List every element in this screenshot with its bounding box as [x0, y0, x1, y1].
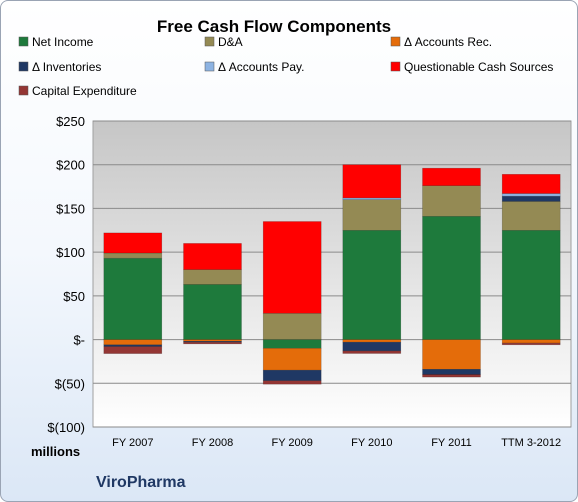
- legend-swatch: [18, 61, 29, 72]
- y-axis-ticks: $250 $200 $150 $100 $50 $- $(50) $(100): [47, 114, 85, 435]
- bar-questionable-cash-sources-ttm-3-2012: [501, 174, 561, 194]
- bar-d-a-ttm-3-2012: [501, 201, 561, 231]
- bar-inventories-fy-2010: [342, 341, 402, 352]
- bar-capital-expenditure-fy-2008: [183, 341, 242, 345]
- legend-label: Net Income: [32, 35, 94, 49]
- y-tick-label: $-: [73, 333, 85, 348]
- legend-label: Δ Inventories: [32, 60, 101, 74]
- bar-accounts-pay-ttm-3-2012: [501, 193, 561, 197]
- y-tick-label: $50: [63, 289, 85, 304]
- bar-capital-expenditure-fy-2009: [262, 380, 322, 385]
- bar-d-a-fy-2008: [183, 269, 242, 285]
- bar-net-income-fy-2010: [342, 230, 402, 340]
- legend-item-d-a: D&A: [204, 35, 243, 49]
- bar-questionable-cash-sources-fy-2008: [183, 243, 242, 270]
- x-category-label: FY 2008: [192, 437, 233, 449]
- bars: [103, 164, 561, 385]
- bar-net-income-ttm-3-2012: [501, 230, 561, 340]
- bar-capital-expenditure-fy-2010: [342, 350, 402, 354]
- bar-questionable-cash-sources-fy-2009: [262, 221, 322, 314]
- gridlines: [93, 120, 571, 428]
- bar-capital-expenditure-ttm-3-2012: [501, 342, 561, 346]
- bar-accounts-rec-fy-2010: [342, 339, 402, 343]
- x-category-label: FY 2010: [351, 437, 392, 449]
- brand-label: ViroPharma: [96, 474, 186, 491]
- y-tick-label: $200: [56, 158, 85, 173]
- legend-label: Δ Accounts Rec.: [404, 35, 492, 49]
- bar-inventories-fy-2007: [103, 344, 163, 347]
- bar-accounts-rec-fy-2009: [262, 347, 322, 371]
- legend-swatch: [204, 61, 215, 72]
- legend-swatch: [18, 85, 29, 96]
- y-tick-label: $100: [56, 245, 85, 260]
- x-category-label: FY 2007: [112, 437, 153, 449]
- legend: Net Income D&A Δ Accounts Rec. Δ Inventorie…: [18, 35, 553, 98]
- y-tick-label: $(100): [47, 420, 85, 435]
- bar-net-income-fy-2007: [103, 257, 163, 340]
- legend-swatch: [390, 36, 401, 47]
- legend-swatch: [390, 61, 401, 72]
- bar-net-income-fy-2008: [183, 284, 242, 340]
- chart-title: Free Cash Flow Components: [157, 17, 391, 36]
- y-tick-label: $150: [56, 201, 85, 216]
- legend-swatch: [204, 36, 215, 47]
- x-category-label: FY 2009: [271, 437, 312, 449]
- plot-area: [92, 120, 572, 428]
- bar-d-a-fy-2010: [342, 199, 402, 231]
- x-category-label: FY 2011: [431, 437, 472, 449]
- bar-questionable-cash-sources-fy-2011: [422, 167, 481, 186]
- y-tick-label: $(50): [55, 376, 85, 391]
- bar-d-a-fy-2007: [103, 252, 163, 259]
- y-tick-label: $250: [56, 114, 85, 129]
- legend-swatch: [18, 36, 29, 47]
- x-axis-categories: FY 2007 FY 2008 FY 2009 FY 2010 FY 2011 TTM 3…: [112, 437, 561, 449]
- bar-inventories-fy-2008: [183, 340, 242, 343]
- bar-accounts-rec-fy-2007: [103, 339, 163, 346]
- legend-item-questionable-cash-sources: Questionable Cash Sources: [390, 60, 553, 74]
- bar-inventories-fy-2011: [422, 368, 481, 375]
- bar-questionable-cash-sources-fy-2007: [103, 232, 163, 254]
- bar-inventories-fy-2009: [262, 369, 322, 382]
- legend-item-net-income: Net Income: [18, 35, 94, 49]
- bar-d-a-fy-2011: [422, 185, 481, 217]
- bar-questionable-cash-sources-fy-2010: [342, 164, 402, 199]
- bar-inventories-ttm-3-2012: [501, 195, 561, 202]
- bar-capital-expenditure-fy-2007: [103, 346, 163, 354]
- legend-label: Δ Accounts Pay.: [218, 60, 305, 74]
- bar-net-income-fy-2009: [262, 339, 322, 349]
- bar-accounts-rec-ttm-3-2012: [501, 339, 561, 344]
- x-category-label: TTM 3-2012: [501, 437, 561, 449]
- bar-accounts-rec-fy-2011: [422, 339, 481, 370]
- legend-label: D&A: [218, 35, 243, 49]
- bar-capital-expenditure-fy-2011: [422, 374, 481, 378]
- bar-net-income-fy-2011: [422, 216, 481, 340]
- bar-d-a-fy-2009: [262, 312, 322, 340]
- legend-label: Questionable Cash Sources: [404, 60, 553, 74]
- legend-item-accounts-rec: Δ Accounts Rec.: [390, 35, 492, 49]
- legend-item-capital-expenditure: Capital Expenditure: [18, 84, 137, 98]
- legend-item-accounts-pay: Δ Accounts Pay.: [204, 60, 305, 74]
- legend-label: Capital Expenditure: [32, 84, 137, 98]
- legend-item-inventories: Δ Inventories: [18, 60, 101, 74]
- units-label: millions: [31, 444, 80, 459]
